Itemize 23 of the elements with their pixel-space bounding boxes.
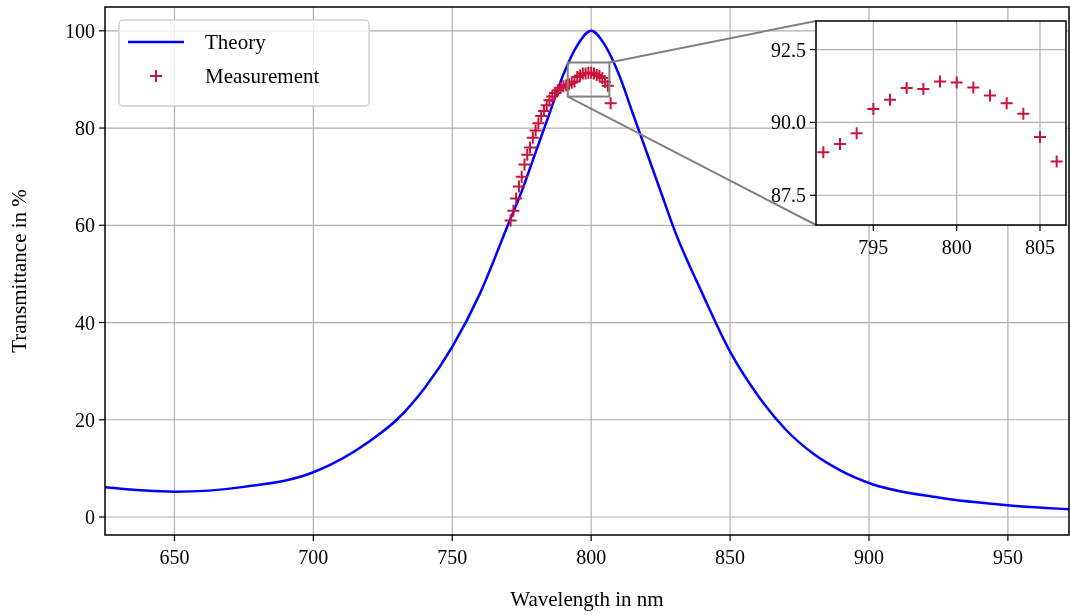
x-tick-label: 805 — [1025, 236, 1055, 258]
legend-label: Theory — [205, 30, 267, 54]
x-axis-title: Wavelength in nm — [510, 587, 664, 611]
y-axis-title: Transmittance in % — [7, 189, 31, 353]
y-tick-label: 100 — [65, 19, 95, 42]
y-tick-label: 20 — [75, 408, 95, 431]
x-tick-label: 750 — [437, 546, 468, 568]
x-tick-label: 650 — [159, 546, 190, 568]
y-tick-label: 60 — [75, 214, 95, 237]
x-tick-label: 900 — [853, 546, 884, 568]
y-tick-label: 80 — [75, 117, 95, 140]
x-tick-label: 800 — [576, 546, 607, 568]
legend-label: Measurement — [205, 64, 320, 88]
y-tick-label: 90.0 — [771, 111, 806, 134]
x-tick-label: 800 — [941, 236, 972, 258]
y-tick-label: 87.5 — [771, 184, 806, 207]
x-tick-label: 950 — [992, 546, 1023, 568]
y-tick-label: 40 — [75, 311, 95, 334]
x-tick-label: 700 — [298, 546, 329, 568]
x-tick-label: 850 — [715, 546, 746, 568]
y-tick-label: 0 — [85, 506, 95, 529]
y-tick-label: 92.5 — [771, 38, 806, 61]
x-tick-label: 795 — [858, 236, 889, 258]
